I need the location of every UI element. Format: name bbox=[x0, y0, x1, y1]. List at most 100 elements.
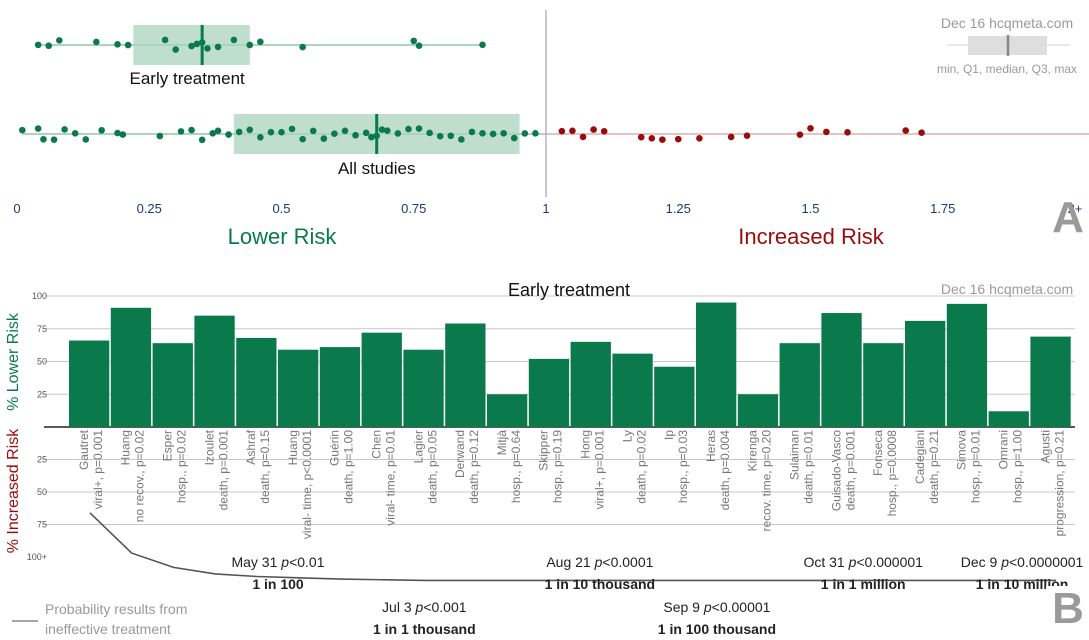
study-name-label: Lagier bbox=[411, 430, 425, 463]
annotation-label: 1 in 1 thousand bbox=[373, 621, 476, 637]
data-point bbox=[34, 41, 42, 49]
y-tick-label: 25 bbox=[37, 389, 47, 399]
panel-letter-b: B bbox=[1052, 584, 1084, 633]
annotation-date: Oct 31 p<0.000001 bbox=[803, 554, 923, 570]
study-name-label: Cadegiani bbox=[913, 430, 927, 484]
data-point bbox=[648, 135, 656, 142]
bar bbox=[487, 394, 528, 427]
group-label: All studies bbox=[338, 159, 415, 178]
data-point bbox=[590, 126, 597, 133]
data-point bbox=[362, 129, 370, 137]
data-point bbox=[225, 131, 232, 138]
y-tick-label: 50 bbox=[37, 357, 47, 367]
y-tick-label: 75 bbox=[37, 324, 47, 334]
annotation-date: Jul 3 p<0.001 bbox=[382, 599, 467, 615]
study-detail-label: death, p=0.01 bbox=[802, 430, 816, 504]
data-point bbox=[267, 128, 275, 136]
study-detail-label: viral- time, p=0.01 bbox=[384, 430, 398, 526]
bar bbox=[445, 323, 486, 427]
x-tick-label: 0 bbox=[13, 201, 20, 216]
bar bbox=[988, 411, 1029, 427]
data-point bbox=[727, 133, 735, 141]
bar bbox=[696, 302, 737, 427]
bar bbox=[570, 341, 611, 427]
data-point bbox=[468, 128, 476, 136]
data-point bbox=[378, 126, 386, 133]
data-point bbox=[246, 41, 254, 49]
study-detail-label: hosp., p=1.00 bbox=[1011, 430, 1025, 503]
data-point bbox=[558, 127, 566, 135]
data-point bbox=[114, 41, 121, 48]
study-name-label: Skipper bbox=[537, 430, 551, 471]
annotation-date: Sep 9 p<0.00001 bbox=[663, 599, 770, 615]
group-0: Early treatment bbox=[34, 25, 486, 88]
data-point bbox=[278, 128, 285, 136]
study-name-label: Heras bbox=[704, 430, 718, 462]
panel-b-title: Early treatment bbox=[508, 280, 630, 300]
panel-letter-a: A bbox=[1052, 193, 1084, 242]
data-point bbox=[56, 37, 63, 44]
study-name-label: Esper bbox=[161, 430, 175, 461]
annotation-label: 1 in 10 million bbox=[976, 576, 1069, 592]
study-detail-label: death, p=0.12 bbox=[467, 430, 481, 504]
data-point bbox=[807, 124, 814, 132]
annotation-label: 1 in 1 million bbox=[821, 576, 906, 592]
data-point bbox=[98, 126, 105, 134]
data-point bbox=[410, 37, 418, 45]
data-point bbox=[309, 127, 317, 135]
data-point bbox=[489, 130, 497, 138]
study-detail-label: death, p=0.15 bbox=[258, 430, 272, 504]
study-name-label: Simova bbox=[955, 430, 969, 470]
y-tick-label: 100+ bbox=[27, 552, 47, 562]
data-point bbox=[659, 136, 666, 143]
bar bbox=[1030, 336, 1071, 427]
data-point bbox=[600, 127, 608, 135]
data-point bbox=[373, 132, 381, 140]
study-detail-label: death, p=0.004 bbox=[718, 430, 732, 511]
data-point bbox=[156, 132, 164, 140]
data-point bbox=[579, 133, 587, 141]
study-name-label: Hong bbox=[579, 430, 593, 459]
annotation-label: 1 in 100 thousand bbox=[658, 621, 776, 637]
study-detail-label: hosp., p=0.01 bbox=[969, 430, 983, 503]
study-name-label: Ly bbox=[620, 430, 634, 442]
data-point bbox=[532, 129, 539, 137]
study-detail-label: death, p=0.001 bbox=[843, 430, 857, 511]
data-point bbox=[188, 42, 195, 50]
curve-legend-line-2: ineffective treatment bbox=[45, 621, 171, 637]
data-point bbox=[93, 38, 100, 46]
data-point bbox=[188, 126, 195, 134]
study-name-label: Fonseca bbox=[871, 430, 885, 476]
group-1: All studies bbox=[18, 114, 1089, 178]
study-detail-label: progression, p=0.21 bbox=[1052, 430, 1066, 537]
x-tick-label: 2+ bbox=[1068, 201, 1083, 216]
data-point bbox=[510, 134, 518, 142]
data-point bbox=[637, 133, 645, 141]
study-detail-label: death, p=0.001 bbox=[216, 430, 230, 511]
study-detail-label: recov. time, p=0.20 bbox=[760, 430, 774, 532]
study-name-label: Ashraf bbox=[244, 429, 258, 464]
data-point bbox=[426, 129, 433, 137]
bar bbox=[361, 332, 402, 427]
data-point bbox=[458, 136, 465, 143]
study-detail-label: death, p=0.02 bbox=[634, 430, 648, 504]
data-point bbox=[368, 133, 375, 141]
data-point bbox=[341, 127, 349, 135]
data-point bbox=[114, 129, 121, 137]
study-name-label: Guérin bbox=[328, 430, 342, 466]
data-point bbox=[177, 128, 185, 135]
data-point bbox=[479, 129, 486, 137]
data-point bbox=[521, 130, 529, 137]
data-point bbox=[320, 135, 328, 142]
probability-curve bbox=[89, 512, 1056, 582]
lower-risk-label: Lower Risk bbox=[228, 224, 338, 249]
data-point bbox=[18, 126, 26, 134]
bar bbox=[152, 343, 193, 427]
study-detail-label: no recov., p=0.02 bbox=[133, 430, 147, 523]
data-point bbox=[193, 40, 201, 48]
x-tick-label: 1.25 bbox=[666, 201, 691, 216]
data-point bbox=[569, 127, 576, 135]
y-tick-label: 50 bbox=[37, 487, 47, 497]
data-point bbox=[447, 132, 455, 140]
